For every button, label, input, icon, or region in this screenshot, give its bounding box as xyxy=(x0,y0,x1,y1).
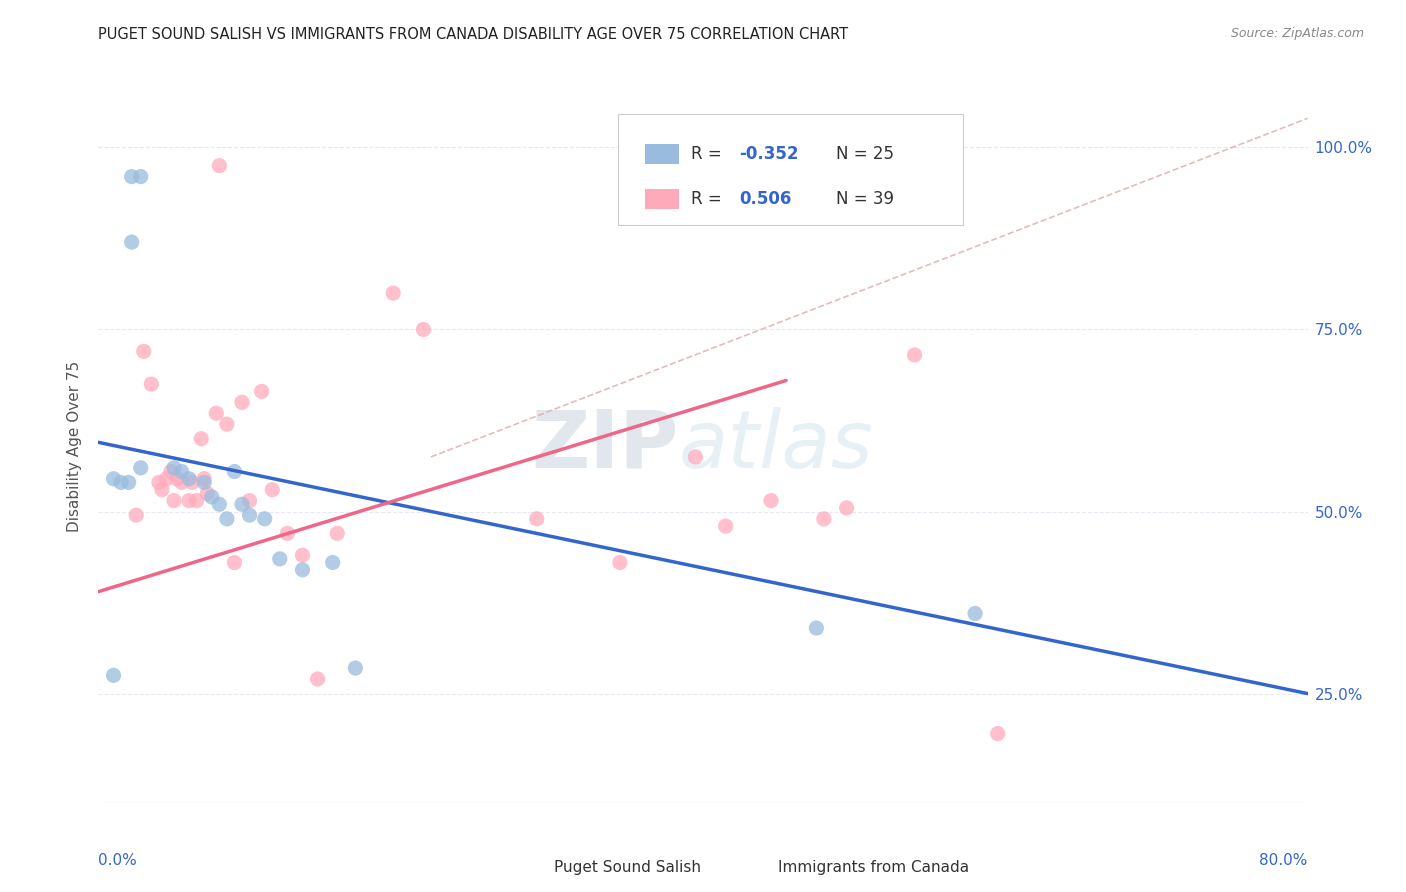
Y-axis label: Disability Age Over 75: Disability Age Over 75 xyxy=(67,360,83,532)
Point xyxy=(205,406,228,420)
Text: 0.506: 0.506 xyxy=(740,190,792,208)
Point xyxy=(326,526,349,541)
Point xyxy=(148,475,170,490)
Point xyxy=(163,460,186,475)
Text: 80.0%: 80.0% xyxy=(1260,853,1308,868)
Text: R =: R = xyxy=(690,190,727,208)
Point xyxy=(291,563,314,577)
Point xyxy=(155,472,177,486)
Point xyxy=(231,497,253,511)
Point xyxy=(103,472,125,486)
Text: ZIP: ZIP xyxy=(531,407,679,485)
Point xyxy=(526,512,548,526)
Point xyxy=(291,548,314,562)
Point xyxy=(132,344,155,359)
Point xyxy=(307,672,329,686)
Point xyxy=(166,472,188,486)
Text: R =: R = xyxy=(690,145,727,163)
Point xyxy=(121,169,143,184)
Point xyxy=(806,621,828,635)
Point xyxy=(208,159,231,173)
Text: N = 25: N = 25 xyxy=(837,145,894,163)
Point xyxy=(412,322,434,336)
Point xyxy=(195,486,218,500)
Point xyxy=(759,493,782,508)
Point xyxy=(163,493,186,508)
Point xyxy=(714,519,737,533)
Point xyxy=(609,556,631,570)
FancyBboxPatch shape xyxy=(619,114,963,225)
Text: Puget Sound Salish: Puget Sound Salish xyxy=(554,860,702,874)
Point xyxy=(193,475,215,490)
Point xyxy=(125,508,148,523)
Point xyxy=(904,348,927,362)
Point xyxy=(813,512,835,526)
Bar xyxy=(745,860,772,876)
Point xyxy=(129,169,152,184)
Point xyxy=(269,552,291,566)
Point xyxy=(193,472,215,486)
Point xyxy=(179,472,201,486)
Point xyxy=(215,512,238,526)
Point xyxy=(208,497,231,511)
Bar xyxy=(645,144,679,164)
Point xyxy=(253,512,276,526)
Point xyxy=(179,493,201,508)
Bar xyxy=(522,860,548,876)
Point xyxy=(276,526,298,541)
Point xyxy=(239,493,262,508)
Point xyxy=(685,450,707,464)
Point xyxy=(110,475,132,490)
Text: N = 39: N = 39 xyxy=(837,190,894,208)
Point xyxy=(129,460,152,475)
Text: 0.0%: 0.0% xyxy=(98,853,138,868)
Point xyxy=(835,500,858,515)
Point xyxy=(224,556,246,570)
Point xyxy=(121,235,143,249)
Point xyxy=(141,377,163,392)
Point xyxy=(118,475,141,490)
Point xyxy=(987,726,1010,740)
Point xyxy=(239,508,262,523)
Point xyxy=(344,661,367,675)
Point xyxy=(231,395,253,409)
Text: atlas: atlas xyxy=(679,407,873,485)
Point xyxy=(186,493,208,508)
Point xyxy=(181,475,204,490)
Point xyxy=(190,432,212,446)
Point xyxy=(262,483,284,497)
Point xyxy=(322,556,344,570)
Point xyxy=(170,475,193,490)
Point xyxy=(215,417,238,432)
Point xyxy=(150,483,173,497)
Point xyxy=(224,465,246,479)
Text: PUGET SOUND SALISH VS IMMIGRANTS FROM CANADA DISABILITY AGE OVER 75 CORRELATION : PUGET SOUND SALISH VS IMMIGRANTS FROM CA… xyxy=(98,27,849,42)
Point xyxy=(160,465,183,479)
Text: Source: ZipAtlas.com: Source: ZipAtlas.com xyxy=(1230,27,1364,40)
Point xyxy=(382,286,405,301)
Text: -0.352: -0.352 xyxy=(740,145,799,163)
Point xyxy=(103,668,125,682)
Bar xyxy=(645,189,679,210)
Point xyxy=(170,465,193,479)
Point xyxy=(965,607,987,621)
Point xyxy=(201,490,224,504)
Point xyxy=(250,384,273,399)
Text: Immigrants from Canada: Immigrants from Canada xyxy=(778,860,969,874)
